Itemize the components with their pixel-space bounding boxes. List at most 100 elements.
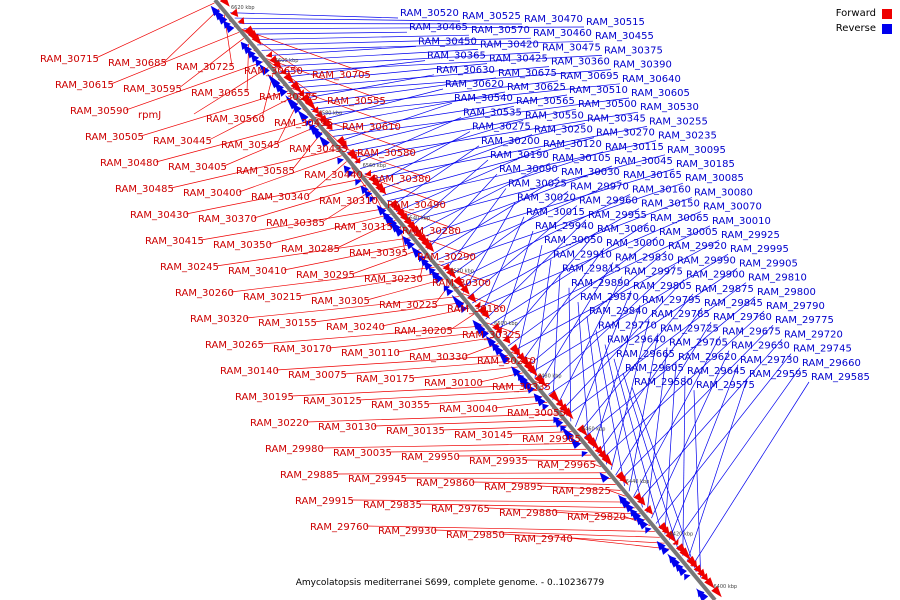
- forward-gene-glyph: [527, 365, 538, 377]
- reverse-gene-glyph: [561, 426, 574, 441]
- forward-gene-glyph: [467, 292, 477, 303]
- reverse-gene-label: RAM_29830: [615, 252, 674, 263]
- forward-gene-label: RAM_30330: [409, 352, 468, 363]
- reverse-gene-glyph: [542, 403, 550, 411]
- forward-leader-line: [268, 214, 391, 245]
- reverse-gene-label: RAM_30015: [526, 207, 585, 218]
- forward-gene-label: RAM_29965: [537, 460, 596, 471]
- reverse-gene-glyph: [337, 157, 344, 165]
- reverse-gene-label: RAM_30190: [490, 150, 549, 161]
- forward-leader-line: [418, 503, 636, 509]
- reverse-gene-label: RAM_30625: [507, 82, 566, 93]
- axis-tick-label: 6500 kbp: [494, 321, 518, 327]
- reverse-gene-label: RAM_29630: [731, 341, 790, 352]
- reverse-gene-label: RAM_29595: [749, 369, 808, 380]
- forward-gene-label: RAM_30295: [296, 270, 355, 281]
- reverse-gene-label: RAM_29890: [571, 278, 630, 289]
- forward-gene-glyph: [297, 89, 305, 97]
- reverse-gene-label: RAM_30565: [516, 96, 575, 107]
- reverse-gene-label: RAM_29605: [625, 363, 684, 374]
- forward-gene-label: RAM_30170: [273, 344, 332, 355]
- forward-gene-glyph: [576, 424, 588, 437]
- forward-gene-glyph: [562, 407, 574, 420]
- reverse-leader-line: [239, 23, 523, 25]
- reverse-gene-label: RAM_30120: [543, 139, 602, 150]
- forward-gene-label: RAM_30245: [160, 262, 219, 273]
- reverse-gene-label: RAM_30475: [542, 42, 601, 53]
- forward-leader-line: [331, 143, 429, 179]
- forward-leader-line: [403, 477, 611, 479]
- forward-leader-line: [200, 208, 386, 241]
- reverse-gene-label: RAM_29975: [624, 267, 683, 278]
- forward-gene-glyph: [697, 568, 706, 578]
- reverse-gene-label: RAM_29920: [668, 241, 727, 252]
- reverse-gene-glyph: [660, 545, 670, 555]
- reverse-gene-glyph: [485, 335, 497, 348]
- reverse-leader-line: [586, 316, 608, 465]
- reverse-gene-glyph: [343, 165, 352, 174]
- reverse-leader-line: [516, 245, 543, 357]
- reverse-gene-glyph: [422, 260, 433, 271]
- forward-gene-glyph: [644, 505, 654, 515]
- reverse-gene-label: RAM_29780: [713, 312, 772, 323]
- reverse-gene-glyph: [535, 395, 546, 407]
- forward-gene-glyph: [237, 17, 245, 25]
- reverse-gene-glyph: [278, 87, 288, 97]
- forward-gene-label: RAM_29820: [567, 512, 626, 523]
- reverse-leader-line: [646, 347, 668, 513]
- forward-leader-line: [351, 167, 376, 201]
- forward-leader-line: [336, 219, 396, 249]
- reverse-gene-glyph: [411, 246, 422, 258]
- forward-leader-line: [321, 190, 372, 223]
- forward-gene-glyph: [311, 106, 320, 114]
- reverse-leader-line: [422, 168, 675, 245]
- reverse-gene-label: RAM_30390: [613, 60, 672, 71]
- reverse-leader-line: [462, 202, 516, 293]
- forward-gene-glyph: [265, 51, 273, 58]
- reverse-leader-line: [498, 230, 534, 336]
- reverse-gene-glyph: [430, 270, 443, 284]
- reverse-gene-label: RAM_30045: [614, 156, 673, 167]
- reverse-leader-line: [534, 259, 552, 379]
- forward-gene-label: RAM_30225: [379, 300, 438, 311]
- reverse-leader-line: [319, 88, 444, 121]
- reverse-gene-label: RAM_30020: [517, 193, 576, 204]
- reverse-gene-label: RAM_29940: [535, 221, 594, 232]
- reverse-leader-line: [391, 145, 480, 207]
- reverse-leader-line: [682, 375, 686, 556]
- reverse-gene-label: RAM_30105: [552, 153, 611, 164]
- reverse-leader-line: [306, 77, 497, 105]
- reverse-leader-line: [655, 353, 792, 524]
- reverse-leader-line: [297, 69, 612, 94]
- reverse-leader-line: [351, 111, 639, 159]
- reverse-gene-label: RAM_30070: [703, 202, 762, 213]
- reverse-gene-glyph: [637, 517, 649, 530]
- reverse-leader-line: [525, 250, 667, 368]
- forward-gene-labels: RAM_30715 RAM_30685 RAM_30725 RAM_30650 RAM_…: [40, 54, 626, 545]
- forward-gene-label: RAM_30280: [402, 226, 461, 237]
- forward-gene-label: RAM_30310: [319, 196, 378, 207]
- forward-leader-line: [208, 96, 293, 141]
- reverse-gene-label: RAM_29665: [616, 349, 675, 360]
- reverse-gene-label: RAM_30085: [685, 173, 744, 184]
- forward-gene-glyph: [272, 59, 282, 69]
- forward-gene-label: RAM_30315: [334, 222, 393, 233]
- forward-gene-glyph: [679, 547, 692, 561]
- reverse-gene-glyph: [460, 305, 468, 314]
- axis-tick-label: 6540 kbp: [406, 216, 430, 222]
- forward-leader-line: [140, 90, 288, 137]
- reverse-leader-line: [315, 83, 621, 116]
- forward-gene-label: RAM_29935: [469, 456, 528, 467]
- forward-gene-label: RAM_30495: [274, 118, 333, 129]
- forward-gene-label: RAM_30320: [190, 314, 249, 325]
- reverse-gene-glyph: [247, 49, 256, 59]
- reverse-gene-glyph: [624, 502, 634, 513]
- forward-gene-label: RAM_30580: [357, 148, 416, 159]
- forward-gene-glyph: [637, 496, 646, 506]
- reverse-gene-label: RAM_30115: [605, 142, 664, 153]
- forward-gene-glyph: [424, 242, 435, 252]
- reverse-leader-line: [613, 358, 661, 530]
- forward-leader-line: [592, 463, 602, 468]
- axis-tick-label: 6620 kbp: [231, 5, 255, 11]
- reverse-leader-line: [248, 31, 408, 35]
